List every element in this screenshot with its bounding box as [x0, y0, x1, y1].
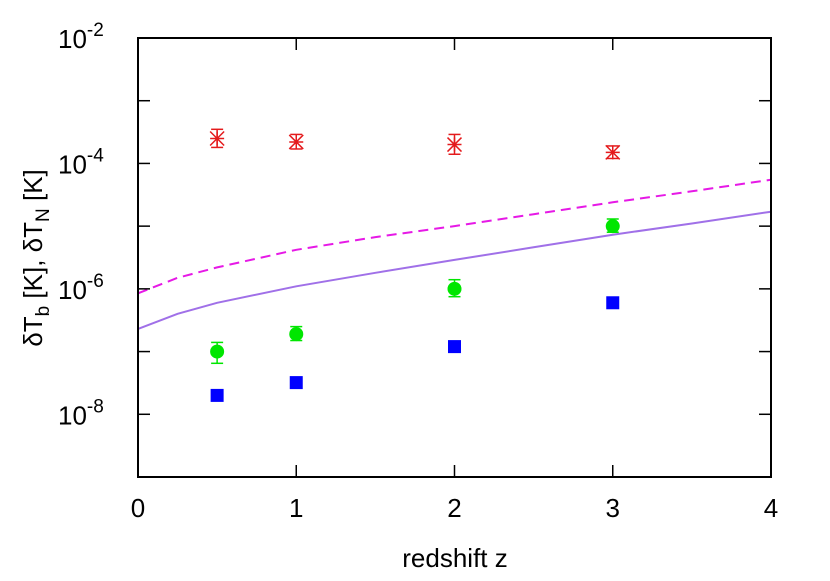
- y-tick-exponent: -6: [87, 271, 104, 292]
- y-axis-title: δTb [K], δTN [K]: [18, 169, 54, 347]
- y-title-t-2: T: [18, 222, 48, 238]
- y-tick-label: 10-6: [58, 271, 104, 305]
- circle-point: [289, 327, 304, 342]
- y-title-sub-n: N: [33, 208, 54, 222]
- y-tick-exponent: -2: [87, 20, 104, 41]
- y-title-delta-2: δ: [18, 238, 48, 252]
- x-tick-label: 0: [131, 493, 145, 523]
- star-point: [605, 144, 621, 160]
- circle-point: [447, 281, 462, 296]
- axes-layer: 0 1 2 3 410-810-610-410-2: [58, 20, 778, 523]
- x-tick-label: 2: [447, 493, 461, 523]
- star-point: [209, 130, 225, 147]
- y-tick-base: 10: [58, 275, 87, 305]
- markers-layer: [209, 128, 621, 402]
- labels-layer: redshift z δTb [K], δTN [K]: [18, 169, 508, 573]
- y-title-t-1: T: [18, 316, 48, 332]
- square-point: [289, 376, 303, 390]
- solid-curve: [137, 210, 772, 330]
- y-tick-base: 10: [58, 24, 87, 54]
- y-tick-label: 10-8: [58, 396, 104, 430]
- y-tick-base: 10: [58, 400, 87, 430]
- star-point: [288, 134, 304, 150]
- x-axis-title: redshift z: [402, 543, 508, 573]
- curves-layer: [137, 178, 772, 330]
- circle-point: [210, 344, 225, 359]
- star-point: [446, 137, 463, 153]
- x-tick-label: 1: [289, 493, 303, 523]
- y-tick-exponent: -4: [87, 145, 104, 166]
- square-point: [606, 296, 620, 310]
- y-tick-exponent: -8: [87, 396, 104, 417]
- y-tick-base: 10: [58, 149, 87, 179]
- y-tick-label: 10-2: [58, 20, 104, 54]
- square-point: [448, 340, 461, 354]
- x-tick-label: 3: [606, 493, 620, 523]
- circle-point: [605, 219, 620, 234]
- x-tick-label: 4: [764, 493, 778, 523]
- y-title-unit-1: [K],: [18, 252, 48, 305]
- y-tick-label: 10-4: [58, 145, 104, 179]
- y-title-sub-b: b: [33, 306, 54, 317]
- y-title-delta-1: δ: [18, 332, 48, 346]
- y-title-unit-2: [K]: [18, 169, 48, 208]
- square-point: [210, 388, 224, 402]
